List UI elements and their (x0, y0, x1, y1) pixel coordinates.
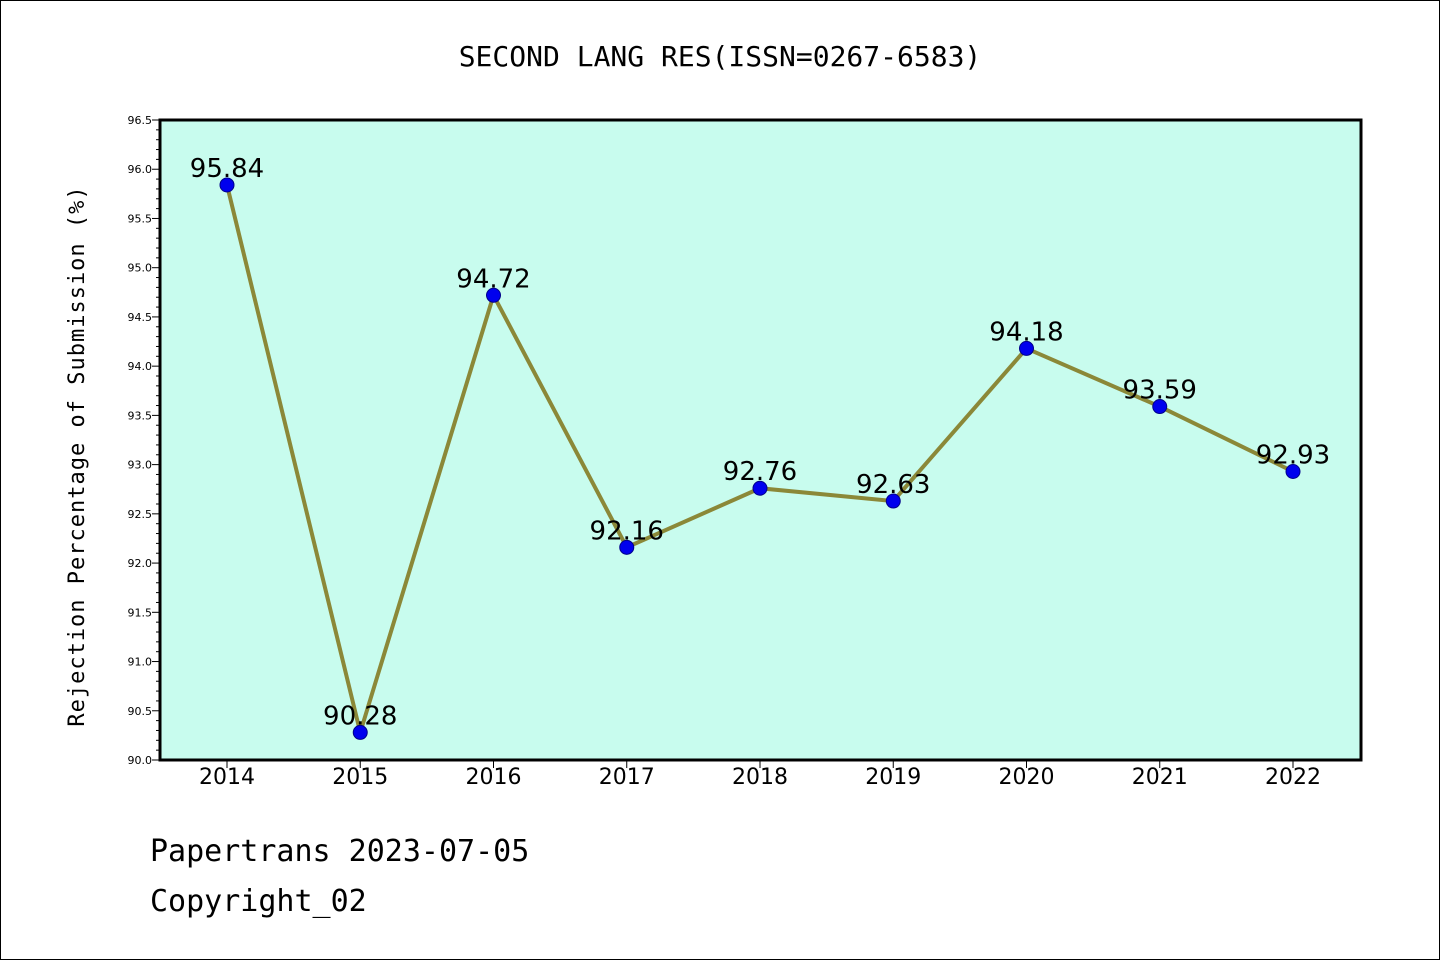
plot-border (158, 118, 1363, 762)
y-tick-label: 90.0 (128, 754, 153, 767)
x-tick-label: 2019 (865, 765, 921, 790)
y-axis-label: Rejection Percentage of Submission (%) (65, 185, 90, 726)
data-point (1019, 340, 1034, 356)
y-tick-label: 95.0 (128, 262, 153, 275)
y-tick-label: 94.0 (128, 360, 153, 373)
y-tick-label: 90.5 (128, 705, 153, 718)
y-tick-label: 92.5 (128, 508, 153, 521)
x-tick-label: 2018 (732, 765, 788, 790)
data-label: 90.28 (323, 701, 397, 731)
y-tick-label: 92.0 (128, 557, 153, 570)
x-tick-label: 2021 (1132, 765, 1188, 790)
x-tick-label: 2016 (466, 765, 522, 790)
plot-area (160, 120, 1361, 760)
y-tick-label: 96.5 (128, 114, 153, 127)
data-label: 92.76 (723, 457, 797, 487)
x-tick-label: 2017 (599, 765, 655, 790)
data-point (885, 493, 901, 509)
data-point (1285, 464, 1301, 480)
y-tick-label: 93.0 (128, 459, 153, 472)
y-tick-label: 94.5 (128, 311, 153, 324)
y-tick-label: 96.0 (128, 163, 153, 176)
data-point (752, 480, 768, 496)
data-label: 92.16 (590, 516, 664, 546)
x-axis-ticks: 2014 2015 2016 2017 2018 2019 2020 2021 2022 (199, 760, 1321, 790)
data-label: 94.72 (456, 264, 530, 294)
y-tick-label: 95.5 (128, 212, 153, 225)
data-point (486, 287, 501, 303)
data-label: 93.59 (1123, 376, 1197, 406)
data-point (1152, 399, 1168, 415)
x-tick-label: 2014 (199, 765, 255, 790)
footer-date: Papertrans 2023-07-05 (150, 834, 530, 869)
x-tick-label: 2020 (999, 765, 1055, 790)
y-tick-label: 91.0 (128, 656, 153, 669)
data-point (619, 539, 635, 555)
y-tick-label: 93.5 (128, 409, 153, 422)
x-tick-label: 2022 (1265, 765, 1321, 790)
data-label: 94.18 (989, 317, 1063, 347)
y-axis-ticks: 90.0 90.5 91.0 91.5 92.0 92.5 93.0 93.5 94.0 94.5… (128, 114, 160, 767)
data-label: 95.84 (190, 154, 264, 184)
series-line-group: 95.84 90.28 94.72 92.16 92.76 92.63 94.18 93.59… (190, 154, 1330, 740)
y-tick-label: 91.5 (128, 606, 153, 619)
footer-copyright: Copyright_02 (150, 884, 367, 919)
chart-title: SECOND LANG RES(ISSN=0267-6583) (459, 40, 982, 73)
data-label: 92.93 (1256, 441, 1330, 471)
data-point (219, 177, 235, 193)
x-tick-label: 2015 (332, 765, 388, 790)
data-point (352, 724, 368, 740)
data-label: 92.63 (856, 470, 930, 500)
